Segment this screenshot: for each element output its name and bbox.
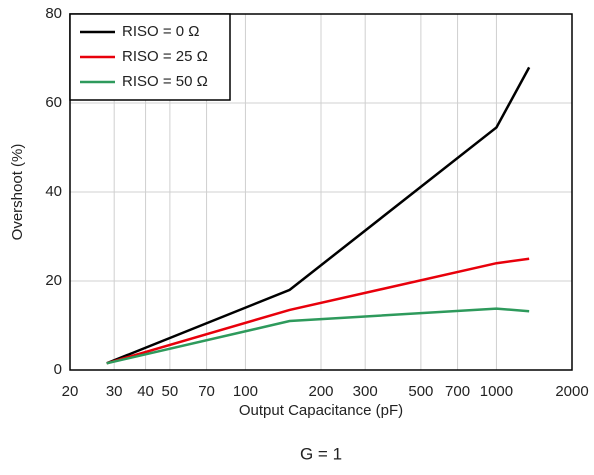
x-tick-label: 40: [137, 383, 154, 400]
legend-label: RISO = 0 Ω: [122, 23, 200, 40]
x-tick-label: 30: [106, 383, 123, 400]
x-tick-label: 500: [408, 383, 433, 400]
x-tick-label: 100: [233, 383, 258, 400]
y-tick-label: 40: [45, 183, 62, 200]
data-line: [106, 66, 531, 365]
plot-frame: [69, 13, 573, 371]
data-line: [106, 257, 530, 365]
y-tick-label: 60: [45, 94, 62, 111]
y-axis-label: Overshoot (%): [9, 144, 26, 241]
x-axis-label: Output Capacitance (pF): [239, 402, 403, 419]
y-tick-label: 0: [54, 361, 62, 378]
x-tick-label: 300: [353, 383, 378, 400]
y-tick-label: 80: [45, 5, 62, 22]
data-line: [106, 307, 530, 365]
x-tick-label: 20: [62, 383, 79, 400]
y-tick-label: 20: [45, 272, 62, 289]
x-tick-label: 2000: [555, 383, 588, 400]
x-tick-label: 200: [308, 383, 333, 400]
legend-label: RISO = 50 Ω: [122, 73, 208, 90]
legend-label: RISO = 25 Ω: [122, 48, 208, 65]
x-tick-label: 50: [162, 383, 179, 400]
caption: G = 1: [300, 444, 342, 463]
x-tick-label: 70: [198, 383, 215, 400]
x-tick-label: 1000: [480, 383, 513, 400]
x-tick-label: 700: [445, 383, 470, 400]
